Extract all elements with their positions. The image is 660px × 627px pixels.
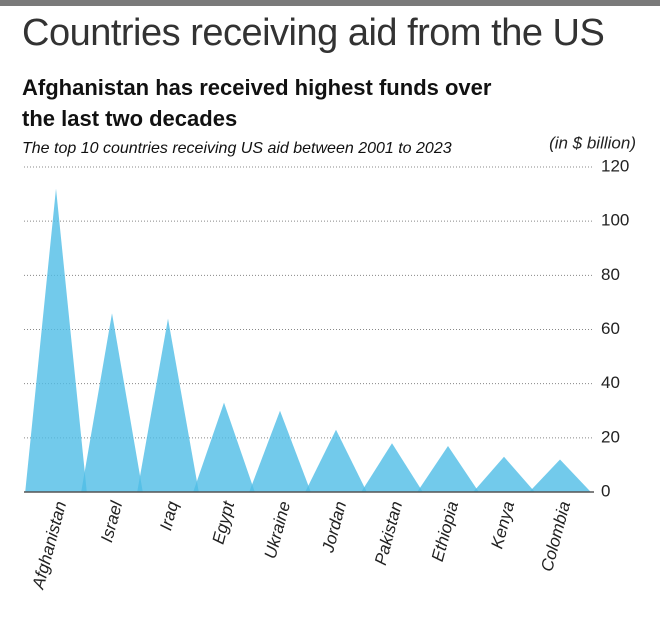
bar bbox=[305, 429, 367, 492]
chart-title: Countries receiving aid from the US bbox=[22, 12, 605, 54]
x-tick-label: Kenya bbox=[487, 499, 518, 550]
bar bbox=[25, 188, 87, 492]
bar bbox=[529, 459, 591, 492]
x-tick-label: Egypt bbox=[209, 498, 239, 546]
x-tick-label: Ukraine bbox=[261, 499, 295, 561]
x-tick-label: Iraq bbox=[156, 499, 182, 533]
x-tick-label: Jordan bbox=[318, 499, 350, 555]
chart-subtitle: Afghanistan has received highest funds o… bbox=[22, 75, 492, 131]
bar bbox=[417, 445, 479, 492]
x-tick-label: Ethiopia bbox=[428, 499, 462, 563]
top-bar bbox=[0, 0, 660, 6]
y-axis-unit: (in $ billion) bbox=[549, 133, 636, 152]
x-tick-label: Pakistan bbox=[371, 499, 406, 567]
x-tick-label: Afghanistan bbox=[28, 499, 70, 592]
x-tick-label: Israel bbox=[97, 498, 126, 544]
bar bbox=[361, 443, 423, 492]
bar bbox=[249, 410, 311, 492]
x-tick-label: Colombia bbox=[537, 499, 574, 573]
chart-caption: The top 10 countries receiving US aid be… bbox=[22, 140, 452, 157]
bar bbox=[193, 402, 255, 492]
y-tick-label: 0 bbox=[601, 481, 610, 500]
y-tick-label: 40 bbox=[601, 373, 620, 392]
y-tick-label: 100 bbox=[601, 211, 629, 230]
bar bbox=[137, 318, 199, 492]
bar bbox=[81, 313, 143, 492]
y-tick-label: 80 bbox=[601, 265, 620, 284]
y-tick-label: 60 bbox=[601, 319, 620, 338]
y-tick-label: 20 bbox=[601, 427, 620, 446]
bar bbox=[473, 456, 535, 492]
y-tick-label: 120 bbox=[601, 156, 629, 175]
